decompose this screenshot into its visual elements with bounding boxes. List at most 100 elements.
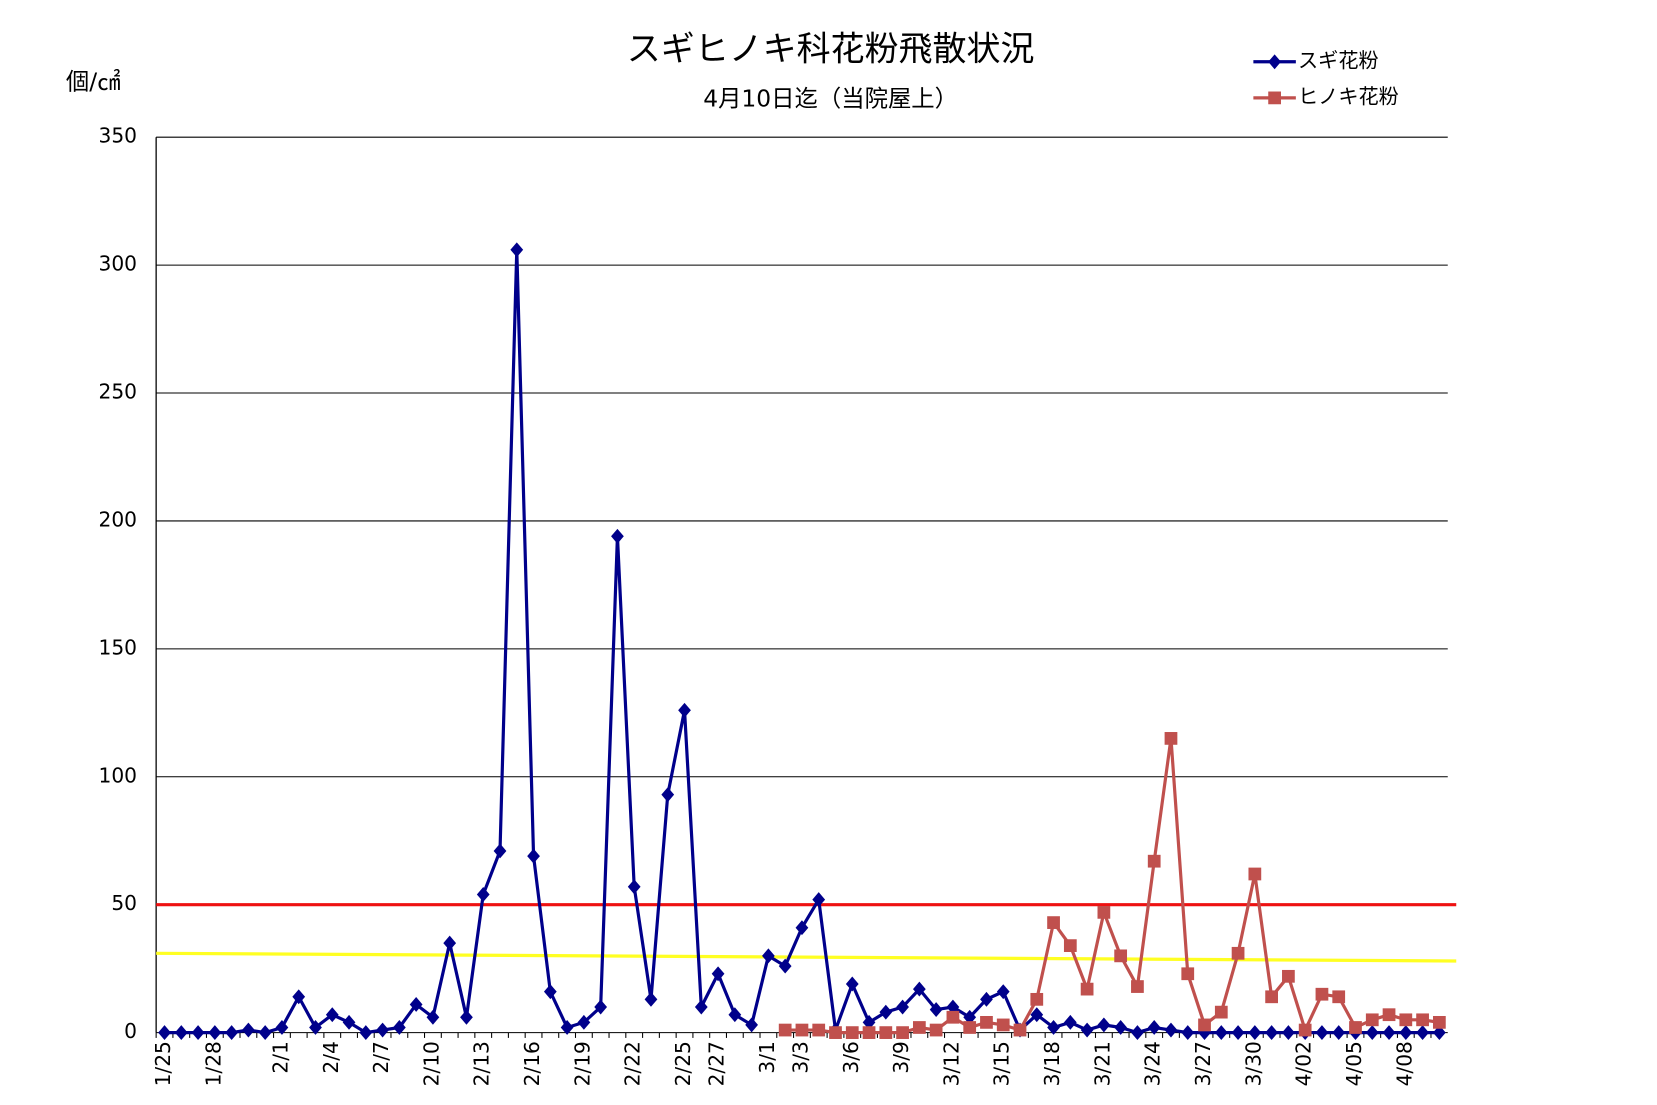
- data-point: [1097, 905, 1111, 919]
- data-point: [577, 1014, 591, 1030]
- x-tick-label: 2/7: [369, 1041, 393, 1073]
- data-point: [1365, 1013, 1379, 1027]
- data-point: [1315, 987, 1329, 1001]
- data-point: [191, 1025, 205, 1041]
- data-point: [896, 1026, 909, 1039]
- data-point: [342, 1014, 356, 1030]
- data-point: [963, 1021, 977, 1034]
- data-point: [1063, 939, 1077, 952]
- data-point: [527, 848, 540, 864]
- data-point: [912, 981, 926, 997]
- data-point: [1432, 1015, 1446, 1029]
- data-point: [1030, 1007, 1044, 1023]
- data-point: [795, 1023, 809, 1037]
- data-point: [309, 1020, 322, 1035]
- y-tick-label: 50: [111, 891, 137, 915]
- y-tick-label: 350: [99, 124, 138, 148]
- x-tick-label: 2/1: [268, 1041, 292, 1073]
- data-point: [1248, 1025, 1262, 1041]
- data-point: [1432, 1025, 1446, 1041]
- y-tick-label: 150: [99, 635, 138, 659]
- x-tick-label: 2/25: [671, 1041, 695, 1086]
- x-tick-label: 3/21: [1090, 1041, 1114, 1086]
- legend-label: ヒノキ花粉: [1298, 84, 1399, 108]
- x-tick-label: 2/27: [705, 1041, 729, 1086]
- x-tick-label: 4/02: [1292, 1041, 1316, 1086]
- y-tick-label: 300: [99, 252, 138, 276]
- data-point: [980, 991, 993, 1007]
- data-point: [1231, 1025, 1245, 1041]
- data-point: [225, 1025, 238, 1041]
- data-point: [1214, 1025, 1228, 1041]
- data-point: [1214, 1005, 1228, 1019]
- x-tick-label: 3/9: [889, 1041, 913, 1073]
- data-point: [1248, 867, 1262, 881]
- data-point: [661, 787, 675, 803]
- series-line: [785, 738, 1440, 1035]
- data-point: [543, 984, 557, 1000]
- data-point: [627, 879, 641, 895]
- data-point: [1013, 1023, 1027, 1037]
- data-point: [879, 1004, 893, 1020]
- data-point: [996, 1018, 1010, 1032]
- data-point: [1332, 990, 1346, 1004]
- data-point: [1282, 1025, 1295, 1041]
- data-point: [1365, 1025, 1379, 1041]
- data-point: [1198, 1018, 1211, 1032]
- data-point: [392, 1020, 406, 1035]
- data-point: [929, 1002, 943, 1018]
- data-point: [862, 1014, 876, 1030]
- x-tick-label: 3/24: [1141, 1041, 1165, 1086]
- y-tick-label: 250: [99, 380, 138, 404]
- data-point: [778, 958, 792, 974]
- x-tick-label: 3/15: [990, 1041, 1014, 1086]
- data-point: [1349, 1021, 1362, 1034]
- data-point: [745, 1017, 758, 1033]
- chart-subtitle: 4月10日迄（当院屋上）: [703, 85, 958, 113]
- data-point: [325, 1007, 339, 1023]
- data-point: [912, 1021, 926, 1034]
- data-point: [1097, 1017, 1111, 1033]
- data-point: [426, 1009, 440, 1025]
- data-point: [1399, 1013, 1413, 1027]
- data-point: [1265, 990, 1278, 1004]
- data-point: [1147, 854, 1161, 868]
- legend-marker: [1268, 91, 1281, 105]
- x-tick-label: 1/28: [201, 1041, 225, 1086]
- y-tick-label: 200: [99, 507, 138, 531]
- data-point: [1164, 1022, 1178, 1038]
- x-tick-label: 2/19: [570, 1041, 594, 1086]
- data-point: [443, 935, 457, 951]
- data-point: [879, 1026, 893, 1039]
- data-point: [778, 1023, 792, 1037]
- x-tick-label: 3/1: [755, 1041, 779, 1073]
- data-point: [980, 1015, 993, 1029]
- data-point: [510, 242, 524, 258]
- data-point: [845, 976, 859, 992]
- x-tick-label: 4/05: [1342, 1041, 1366, 1086]
- data-point: [1080, 982, 1094, 996]
- data-point: [359, 1025, 373, 1041]
- x-tick-label: 2/16: [520, 1041, 544, 1086]
- data-point: [1047, 1020, 1060, 1035]
- data-point: [1265, 1025, 1278, 1041]
- x-tick-label: 3/6: [839, 1041, 863, 1073]
- data-point: [376, 1022, 389, 1038]
- x-tick-label: 1/25: [151, 1041, 175, 1086]
- x-tick-label: 2/10: [419, 1041, 443, 1086]
- x-tick-label: 3/12: [939, 1041, 963, 1086]
- data-point: [158, 1025, 171, 1041]
- data-point: [1416, 1013, 1429, 1027]
- y-tick-label: 100: [99, 763, 138, 787]
- data-point: [1382, 1008, 1396, 1022]
- data-point: [1416, 1025, 1429, 1041]
- data-point: [1399, 1025, 1413, 1041]
- data-point: [1181, 967, 1195, 981]
- data-point: [460, 1009, 473, 1025]
- y-axis-label: 個/㎠: [66, 68, 121, 96]
- data-point: [762, 948, 775, 964]
- data-point: [1131, 980, 1144, 993]
- data-point: [678, 702, 691, 718]
